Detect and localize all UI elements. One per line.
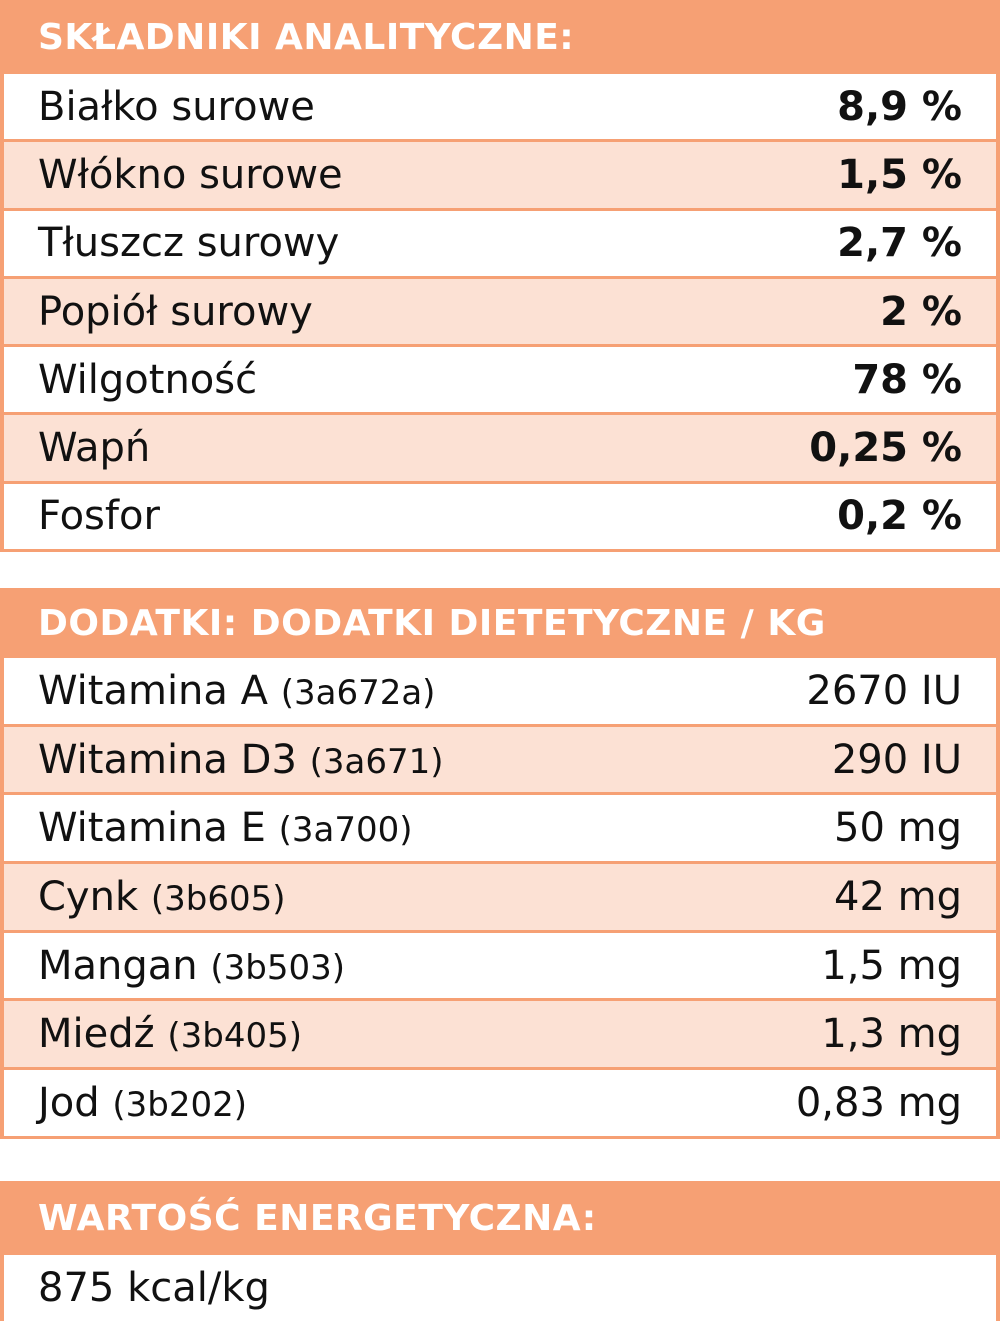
row-label-group: Miedź (3b405) [38,1011,302,1057]
row-label-group: Mangan (3b503) [38,943,345,989]
row-code: (3a672a) [280,672,436,713]
row-label: Popiół surowy [38,288,313,335]
row-label-group: Witamina E (3a700) [38,805,413,851]
row-value: 1,5 mg [821,942,962,989]
row-label-group: Witamina D3 (3a671) [38,737,444,783]
row-code: (3b605) [150,878,286,919]
row-label: Jod [38,1079,100,1126]
table-row: Tłuszcz surowy 2,7 % [4,211,996,279]
row-value: 290 IU [831,736,962,783]
analytical-constituents-table: Białko surowe 8,9 % Włókno surowe 1,5 % … [0,74,1000,553]
additives-table: Witamina A (3a672a) 2670 IU Witamina D3 … [0,658,1000,1139]
row-value: 50 mg [834,805,962,852]
energy-value: 875 kcal/kg [38,1265,270,1311]
row-label: Witamina D3 [38,736,297,783]
row-value: 0,83 mg [795,1079,962,1126]
additives-title: DODATKI: DODATKI DIETETYCZNE / KG [0,588,1000,658]
row-value: 2 % [880,288,962,335]
energy-value-title: WARTOŚĆ ENERGETYCZNA: [0,1181,1000,1255]
table-row: Popiół surowy 2 % [4,278,996,348]
row-value: 0,25 % [809,425,962,472]
row-value: 2,7 % [837,220,962,267]
row-label: Wapń [38,425,151,472]
row-value: 78 % [852,356,962,403]
table-row: Białko surowe 8,9 % [4,74,996,143]
row-label: Cynk [38,873,139,920]
table-row: Witamina D3 (3a671) 290 IU [4,726,996,796]
table-row: 875 kcal/kg [4,1255,996,1321]
row-value: 1,5 % [837,151,962,198]
row-label: Witamina A [38,667,268,714]
row-label: Białko surowe [38,83,315,130]
row-label: Miedź [38,1011,155,1058]
row-label-group: Witamina A (3a672a) [38,668,435,714]
row-label: Włókno surowe [38,151,343,198]
analytical-constituents-section: SKŁADNIKI ANALITYCZNE: Białko surowe 8,9… [0,0,1000,553]
table-row: Fosfor 0,2 % [4,484,996,553]
row-value: 42 mg [834,873,962,920]
table-row: Witamina E (3a700) 50 mg [4,795,996,865]
table-row: Miedź (3b405) 1,3 mg [4,1001,996,1071]
row-label: Wilgotność [38,356,258,403]
table-row: Włókno surowe 1,5 % [4,142,996,211]
table-row: Wapń 0,25 % [4,415,996,484]
row-value: 8,9 % [837,83,962,130]
row-label: Witamina E [38,805,266,852]
row-label: Tłuszcz surowy [38,220,340,267]
table-row: Jod (3b202) 0,83 mg [4,1070,996,1139]
row-code: (3a700) [278,810,413,851]
additives-section: DODATKI: DODATKI DIETETYCZNE / KG Witami… [0,588,1000,1139]
table-row: Cynk (3b605) 42 mg [4,864,996,933]
row-label-group: Jod (3b202) [38,1080,247,1126]
row-value: 1,3 mg [821,1011,962,1058]
table-row: Mangan (3b503) 1,5 mg [4,933,996,1002]
table-row: Wilgotność 78 % [4,347,996,416]
analytical-constituents-title: SKŁADNIKI ANALITYCZNE: [0,0,1000,74]
table-row: Witamina A (3a672a) 2670 IU [4,658,996,727]
row-code: (3b202) [112,1084,248,1125]
row-code: (3b503) [210,947,345,988]
row-code: (3b405) [167,1016,302,1057]
row-value: 2670 IU [806,667,962,714]
row-code: (3a671) [309,741,444,782]
row-label: Mangan [38,942,198,989]
energy-value-table: 875 kcal/kg [0,1255,1000,1321]
row-label: Fosfor [38,493,160,540]
energy-value-section: WARTOŚĆ ENERGETYCZNA: 875 kcal/kg [0,1181,1000,1321]
row-label-group: Cynk (3b605) [38,874,285,920]
row-value: 0,2 % [837,493,962,540]
